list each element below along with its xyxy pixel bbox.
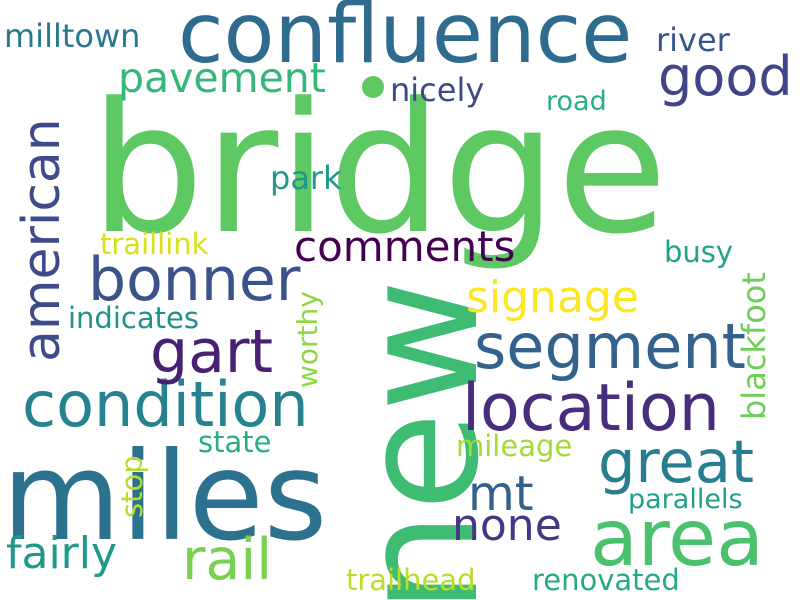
word-bridge: bridge [90, 65, 668, 274]
word-confluence: confluence [178, 0, 633, 82]
word-miles: miles [2, 426, 328, 568]
word-location: location [462, 371, 720, 446]
word-river: river [656, 21, 730, 59]
word-indicates: indicates [68, 301, 199, 335]
decorative-dot [362, 76, 384, 98]
word-signage: signage [466, 272, 639, 323]
word-state: state [198, 425, 272, 459]
word-rail: rail [182, 527, 273, 593]
word-busy: busy [664, 235, 734, 269]
word-park: park [270, 159, 342, 197]
word-blackfoot: blackfoot [735, 272, 773, 420]
word-none: none [452, 500, 562, 551]
word-mt: mt [468, 466, 534, 522]
word-great: great [598, 427, 754, 496]
word-bonner: bonner [88, 245, 301, 315]
word-worthy: worthy [291, 291, 324, 388]
word-road: road [546, 86, 607, 117]
word-trailhead: trailhead [346, 563, 476, 597]
word-area: area [590, 494, 764, 584]
word-american: american [12, 118, 72, 362]
word-comments: comments [294, 222, 516, 271]
word-segment: segment [474, 310, 746, 383]
word-pavement: pavement [118, 54, 326, 102]
word-nicely: nicely [390, 71, 485, 109]
word-good: good [658, 45, 793, 108]
word-stop: stop [115, 455, 149, 518]
word-parallels: parallels [628, 484, 743, 515]
word-gart: gart [150, 317, 274, 387]
word-condition: condition [22, 368, 309, 441]
word-traillink: traillink [100, 227, 209, 261]
word-fairly: fairly [6, 528, 118, 579]
word-mileage: mileage [456, 429, 573, 463]
word-milltown: milltown [4, 17, 141, 55]
word-renovated: renovated [532, 563, 680, 597]
